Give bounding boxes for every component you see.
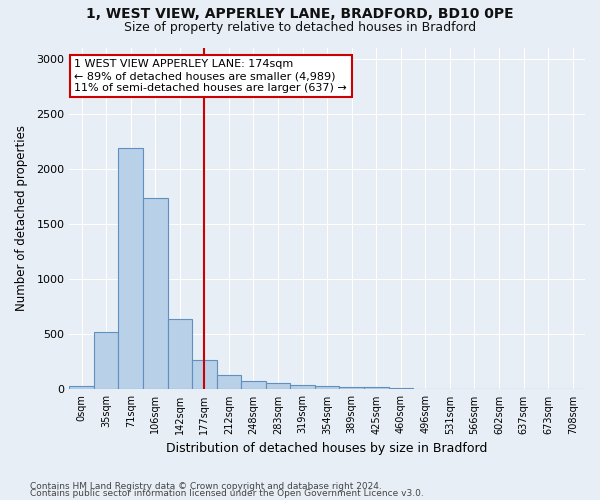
Bar	[340, 386, 364, 390]
Bar	[217, 374, 241, 390]
Bar	[192, 360, 217, 390]
Bar	[266, 384, 290, 390]
Y-axis label: Number of detached properties: Number of detached properties	[15, 126, 28, 312]
Text: Contains HM Land Registry data © Crown copyright and database right 2024.: Contains HM Land Registry data © Crown c…	[30, 482, 382, 491]
Text: Size of property relative to detached houses in Bradford: Size of property relative to detached ho…	[124, 21, 476, 34]
Bar	[315, 386, 340, 390]
Bar	[118, 148, 143, 390]
Bar	[70, 386, 94, 390]
Text: 1, WEST VIEW, APPERLEY LANE, BRADFORD, BD10 0PE: 1, WEST VIEW, APPERLEY LANE, BRADFORD, B…	[86, 8, 514, 22]
Bar	[364, 388, 389, 390]
Text: 1 WEST VIEW APPERLEY LANE: 174sqm
← 89% of detached houses are smaller (4,989)
1: 1 WEST VIEW APPERLEY LANE: 174sqm ← 89% …	[74, 60, 347, 92]
Bar	[94, 332, 118, 390]
Bar	[241, 380, 266, 390]
Bar	[413, 388, 437, 390]
Bar	[389, 388, 413, 390]
Bar	[167, 319, 192, 390]
Bar	[290, 385, 315, 390]
X-axis label: Distribution of detached houses by size in Bradford: Distribution of detached houses by size …	[166, 442, 488, 455]
Bar	[143, 198, 167, 390]
Text: Contains public sector information licensed under the Open Government Licence v3: Contains public sector information licen…	[30, 490, 424, 498]
